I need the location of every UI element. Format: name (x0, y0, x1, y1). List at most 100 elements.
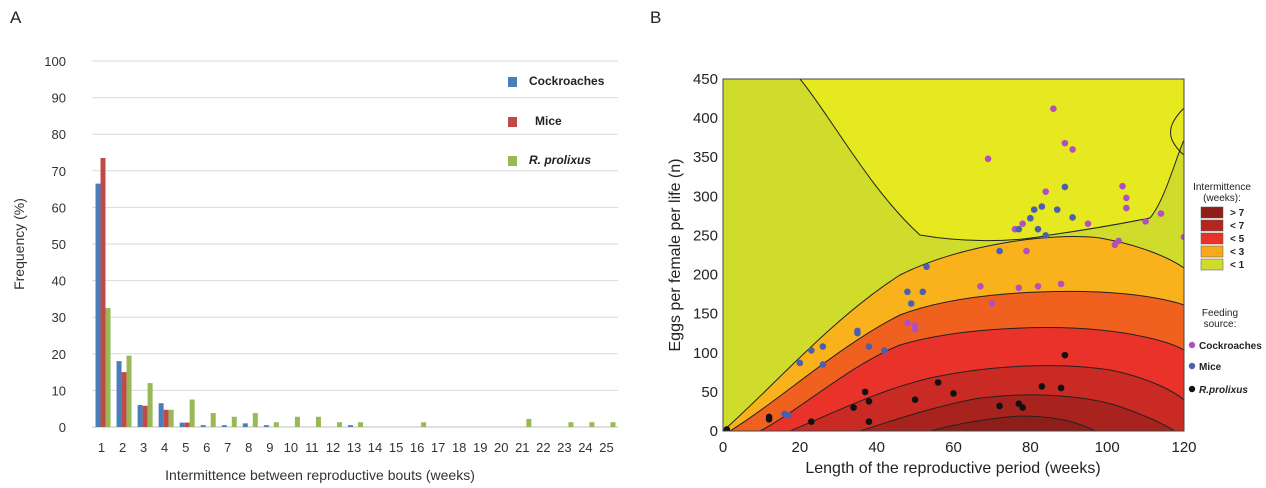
scatter-point (765, 413, 773, 421)
scatter-point (850, 404, 857, 411)
scatter-point (1015, 284, 1023, 292)
contour-legend-label: < 7 (1230, 221, 1245, 232)
contour-legend-title-line1: Intermittence (1193, 182, 1251, 193)
bar (163, 409, 169, 427)
scatter-point (1061, 139, 1069, 147)
x-tick-label: 60 (945, 439, 962, 456)
scatter-point (819, 361, 827, 368)
bar (336, 422, 342, 427)
contour-line-8 (859, 394, 1176, 431)
y-tick-label: 100 (44, 54, 66, 69)
bar (358, 422, 363, 427)
feeding-legend-label: Cockroaches (1199, 341, 1262, 352)
y-tick-label: 50 (701, 384, 718, 401)
bar (348, 425, 353, 427)
scatter-point (1019, 404, 1026, 411)
x-tick-label: 8 (245, 440, 252, 455)
panel-b-frame (722, 78, 1185, 432)
scatter-point (1084, 220, 1092, 228)
bar (126, 355, 132, 427)
y-tick-label: 30 (52, 310, 66, 325)
scatter-point (861, 388, 869, 396)
panel-b-plot-area (723, 79, 1184, 431)
bar (168, 409, 174, 427)
bar (526, 418, 532, 427)
scatter-point (984, 155, 992, 163)
panel-a-x-tick-labels: 1 2 3 4 5 6 7 8 9 10 11 12 13 14 15 16 17 18 19 20 21 22 23 24 2… (98, 440, 614, 455)
bar (263, 425, 269, 427)
contour-legend-label: > 7 (1230, 208, 1245, 219)
x-tick-label: 9 (266, 440, 273, 455)
scatter-point (1038, 203, 1046, 210)
x-tick-label: 0 (719, 439, 727, 456)
panel-b-y-axis-title: Eggs per female per life (n) (667, 159, 684, 352)
x-tick-label: 1 (98, 440, 105, 455)
x-tick-label: 40 (868, 439, 885, 456)
legend-swatch (508, 156, 517, 166)
scatter-point (1061, 183, 1069, 191)
bar (95, 183, 101, 427)
contour-legend-swatch (1200, 206, 1224, 219)
scatter-point (1050, 105, 1057, 113)
contour-legend-title-line2: (weeks): (1203, 193, 1241, 204)
y-tick-label: 400 (693, 110, 718, 127)
bar (421, 422, 427, 427)
feeding-legend-marker (1188, 362, 1196, 370)
x-tick-label: 14 (368, 440, 382, 455)
feeding-legend-title-line1: Feeding (1202, 308, 1238, 319)
scatter-point (808, 418, 815, 425)
y-tick-label: 10 (52, 383, 66, 398)
scatter-point (919, 288, 927, 296)
scatter-point (1038, 383, 1046, 390)
x-tick-label: 25 (599, 440, 613, 455)
legend-swatch (508, 117, 517, 127)
bar (294, 416, 300, 427)
contour-legend-label: < 3 (1230, 247, 1245, 258)
legend-swatch (508, 77, 517, 87)
y-tick-label: 70 (52, 164, 66, 179)
y-tick-label: 0 (710, 423, 718, 440)
bar (137, 405, 143, 427)
scatter-point (1123, 194, 1130, 202)
x-tick-label: 6 (203, 440, 210, 455)
panel-b-x-axis-title: Length of the reproductive period (weeks… (805, 460, 1100, 477)
contour-legend-label: < 5 (1230, 234, 1245, 245)
y-tick-label: 40 (52, 274, 66, 289)
scatter-point (1027, 214, 1034, 222)
x-tick-label: 13 (347, 440, 361, 455)
x-tick-label: 100 (1095, 439, 1120, 456)
contour-line-9 (929, 415, 1096, 431)
x-tick-label: 23 (557, 440, 571, 455)
x-tick-label: 20 (494, 440, 508, 455)
panel-a-y-tick-labels: 0 10 20 30 40 50 60 70 80 90 100 (44, 54, 66, 435)
scatter-point (865, 343, 873, 350)
bar (121, 372, 127, 427)
contour-region-gt7-core (930, 416, 1095, 431)
scatter-point (785, 412, 792, 419)
contour-line-5 (759, 327, 1184, 431)
scatter-point (1057, 280, 1065, 288)
x-tick-label: 10 (284, 440, 298, 455)
feeding-legend-label: R.prolixus (1199, 385, 1248, 396)
scatter-point (996, 402, 1003, 410)
x-tick-label: 18 (452, 440, 466, 455)
scatter-point (1030, 206, 1038, 213)
panel-b-feeding-legend: Feeding source: Cockroaches Mice R.prolixu… (1188, 308, 1262, 396)
contour-region-yellow-upper (723, 79, 1184, 241)
bar (105, 308, 111, 427)
legend-label: R. prolixus (529, 153, 591, 167)
feeding-legend-marker (1188, 341, 1196, 349)
scatter-point (1019, 220, 1026, 228)
panel-b-label: B (650, 8, 661, 27)
y-tick-label: 450 (693, 71, 718, 88)
scatter-point (1042, 188, 1049, 195)
panel-a-x-axis-title: Intermittence between reproductive bouts… (165, 467, 475, 483)
bar (242, 423, 248, 427)
scatter-point (1057, 384, 1065, 392)
x-tick-label: 11 (305, 440, 319, 455)
contour-line-1 (799, 79, 1184, 242)
scatter-point (988, 300, 996, 307)
x-tick-label: 19 (473, 440, 487, 455)
y-tick-label: 50 (52, 237, 66, 252)
